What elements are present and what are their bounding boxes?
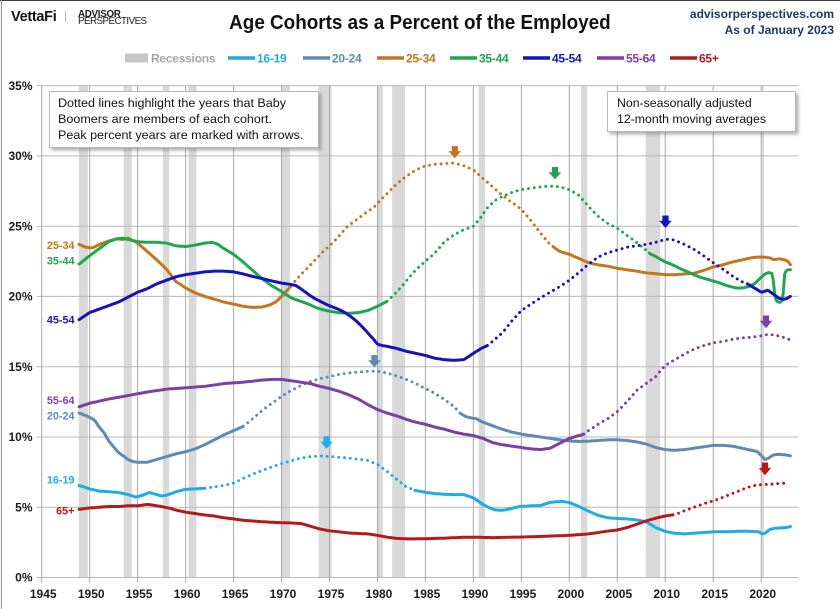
svg-text:45-54: 45-54	[47, 315, 75, 327]
svg-text:35%: 35%	[8, 79, 32, 93]
svg-text:20%: 20%	[8, 290, 32, 304]
svg-text:20-24: 20-24	[332, 52, 362, 66]
svg-text:2015: 2015	[701, 587, 728, 601]
svg-text:16-19: 16-19	[257, 52, 287, 66]
svg-text:Recessions: Recessions	[151, 52, 216, 66]
svg-text:1985: 1985	[414, 587, 441, 601]
svg-text:1995: 1995	[510, 587, 537, 601]
svg-text:2000: 2000	[557, 587, 584, 601]
svg-text:0%: 0%	[15, 571, 33, 585]
svg-text:1955: 1955	[126, 587, 153, 601]
svg-text:5%: 5%	[15, 500, 33, 514]
svg-text:1945: 1945	[30, 587, 57, 601]
svg-text:25-34: 25-34	[406, 52, 436, 66]
svg-text:1960: 1960	[174, 587, 201, 601]
svg-text:65+: 65+	[699, 52, 719, 66]
svg-text:1950: 1950	[78, 587, 105, 601]
svg-text:1980: 1980	[366, 587, 393, 601]
svg-text:35-44: 35-44	[47, 256, 75, 268]
svg-text:55-64: 55-64	[626, 52, 656, 66]
svg-text:35-44: 35-44	[479, 52, 509, 66]
svg-text:2005: 2005	[605, 587, 632, 601]
svg-text:2010: 2010	[653, 587, 680, 601]
svg-text:1990: 1990	[462, 587, 489, 601]
svg-text:15%: 15%	[8, 360, 32, 374]
svg-text:2020: 2020	[749, 587, 776, 601]
svg-text:65+: 65+	[56, 506, 74, 518]
svg-text:16-19: 16-19	[47, 475, 75, 487]
svg-text:30%: 30%	[8, 149, 32, 163]
svg-text:45-54: 45-54	[552, 52, 582, 66]
svg-text:10%: 10%	[8, 430, 32, 444]
svg-text:1970: 1970	[270, 587, 297, 601]
svg-text:55-64: 55-64	[47, 395, 75, 407]
svg-text:25%: 25%	[8, 219, 32, 233]
svg-text:1965: 1965	[222, 587, 249, 601]
svg-text:1975: 1975	[318, 587, 345, 601]
svg-text:25-34: 25-34	[47, 240, 75, 252]
svg-text:20-24: 20-24	[47, 411, 75, 423]
